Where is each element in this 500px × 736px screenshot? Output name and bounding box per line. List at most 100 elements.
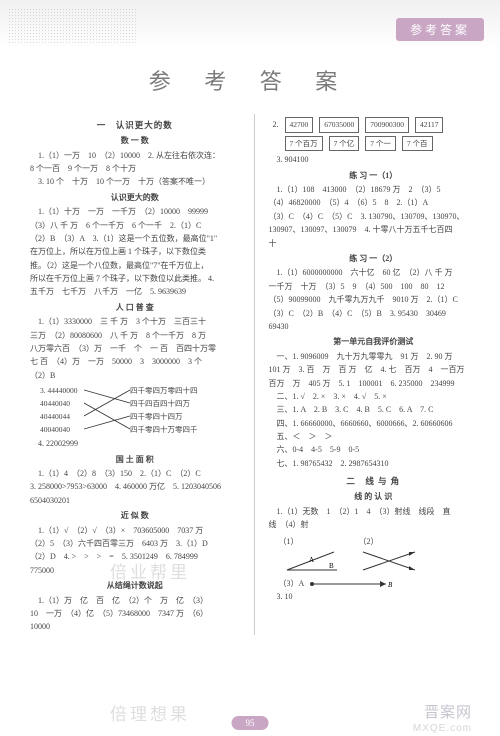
number-box: 7 个百: [402, 136, 433, 152]
header: 参考答案: [0, 0, 500, 48]
text: 10 一万 （4）亿 （5）73468000 7347 万 （6）: [30, 608, 240, 620]
text: （2）B: [30, 370, 240, 382]
text: 七 百 （4）万 一万 50000 3 3000000 3 个: [30, 356, 240, 368]
cross-icon: [359, 548, 419, 574]
sec-r1: 练 习 一（1）: [269, 170, 479, 182]
watermark: 倍理想果: [110, 700, 190, 725]
number-box: 42117: [415, 117, 443, 133]
number-box: 7 个一: [365, 136, 396, 152]
right-column: 2. 42700 67035000 700900300 42117 7 个百万 …: [269, 114, 479, 635]
text: （4）46820000 （5）4 （6）5 8 2.（1）A: [269, 197, 479, 209]
text: 1.（1）√ （2）√ （3）× 703605000 7037 万: [30, 525, 240, 537]
number-box: 7 个百万: [285, 136, 323, 152]
unit2-title: 二 线 与 角: [269, 475, 479, 488]
content-columns: 一 认识更大的数 数 一 数 1.（1）一万 10 （2）10000 2. 从左…: [0, 114, 500, 635]
text: 1.（1）无数 1 （2）1 4 （3）射线 线段 直: [269, 506, 479, 518]
text: 10000: [30, 621, 240, 633]
text: 所以在千万位上画 7 个珠子，以下数位以此类推。 4.: [30, 273, 240, 285]
match-right: 四千零四十四万: [130, 410, 198, 423]
figure-2: （2）: [359, 536, 419, 574]
text: （2）B （3）A 3.（1）这是一个五位数，最高位"1": [30, 233, 240, 245]
text: 3. 904100: [269, 154, 479, 166]
match-left: 40440044: [40, 410, 78, 423]
page-title: 参 考 答 案: [0, 64, 500, 96]
text: 四、1. 66660000、6660660、6000666、2. 6066060…: [269, 418, 479, 430]
match-left: 40040040: [40, 423, 78, 436]
text: 1.（1）一万 10 （2）10000 2. 从左往右依次连：: [30, 150, 240, 162]
sec-r3: 第一单元自我评价测试: [269, 336, 479, 348]
watermark-brand: 晋案网: [424, 701, 472, 722]
text: （3）八 千 万 6 个一千万 6 个一千 2.（1）C: [30, 220, 240, 232]
text: （3）C （2）B （4）C （5）B 3. 95430 30469: [269, 308, 479, 320]
text: 八万零六百 （3）万 一千 个 一 百 百四十万零: [30, 343, 240, 355]
sec-s5: 近 似 数: [30, 510, 240, 522]
watermark: 倍业帮里: [110, 558, 190, 583]
sec-s1: 数 一 数: [30, 135, 240, 147]
text: 一、1. 9096009 九十万九零零九 91 万 2. 90 万: [269, 351, 479, 363]
text: 五千万 七千万 八千万 一亿 5. 9639639: [30, 286, 240, 298]
figure-1: （1） A B: [279, 536, 339, 574]
number-box: 7 个亿: [329, 136, 360, 152]
text: 二、1. √ 2. × 3. × 4. √ 5. ×: [269, 391, 479, 403]
header-dots: [8, 8, 138, 44]
match-right: 四千四百四十四万: [130, 397, 198, 410]
sec-s4: 国 土 面 积: [30, 454, 240, 466]
text: 在万位上，所以在万位上画 1 个珠子，以下数位类: [30, 246, 240, 258]
text: 十: [269, 238, 479, 250]
text: 三万 （2）80080600 八 千 万 8 个一千万 8 万: [30, 330, 240, 342]
text: 3. 258000>7953>63000 4. 460000 万亿 5. 120…: [30, 481, 240, 493]
line-figures: （1） A B （2）: [279, 536, 479, 574]
sec-r4: 线 的 认 识: [269, 491, 479, 503]
column-divider: [254, 114, 255, 635]
text: 130907、130097、130079 4. 十零八十万五千七百四: [269, 224, 479, 236]
number-box: 700900300: [365, 117, 409, 133]
text: 五、＜ ＞ ＞: [269, 431, 479, 443]
text: 三、1. A 2. B 3. C 4. B 5. C 6. A 7. C: [269, 404, 479, 416]
text: 1.（1）6000000000 六十亿 60 亿 （2）八 千 万: [269, 267, 479, 279]
text: 一千万 十万 （3）5 9 （4）500 100 80 12: [269, 281, 479, 293]
text: 69430: [269, 321, 479, 333]
text: 1.（1）万 亿 百 亿 （2）个 万 亿 （3）: [30, 595, 240, 607]
text: 6504030201: [30, 495, 240, 507]
box-row-2: 7 个百万 7 个亿 7 个一 7 个百: [285, 136, 479, 152]
svg-text:B: B: [388, 581, 393, 589]
sec-r2: 练 习 一（2）: [269, 253, 479, 265]
header-badge: 参考答案: [396, 18, 484, 41]
text: （5）90099000 九千零九万九千 9010 万 2.（1）C: [269, 294, 479, 306]
match-left: 40440040: [40, 397, 78, 410]
text: 六、0-4 4-5 5-9 0-5: [269, 444, 479, 456]
match-right: 四千零四万零四十四: [130, 384, 198, 397]
text: （2）5 （3）六千四百零三万 6403 万 3.（1）D: [30, 538, 240, 550]
text: 推。（2）这是一个八位数，最高位"7"在千万位上，: [30, 260, 240, 272]
left-column: 一 认识更大的数 数 一 数 1.（1）一万 10 （2）10000 2. 从左…: [30, 114, 240, 635]
text: 3. 10: [269, 591, 479, 603]
text: 百万 万 405 万 5. 1 100001 6. 235000 234999: [269, 378, 479, 390]
text: 1.（1）3330000 三 千 万 3 个十万 三百三十: [30, 316, 240, 328]
svg-text:B: B: [329, 562, 334, 570]
segment-icon: B: [306, 578, 396, 590]
text: 4. 22002999: [30, 438, 240, 450]
text: 1.（1）十万 一万 一千万 （2）10000 99999: [30, 206, 240, 218]
svg-text:A: A: [309, 556, 314, 564]
number-box: 67035000: [319, 117, 359, 133]
text: 1.（1）108 413000 （2）18679 万 2 （3）5: [269, 184, 479, 196]
text: 3. 10 个 十万 10 个一万 十万（答案不唯一）: [30, 176, 240, 188]
fig-label: （2）: [359, 537, 379, 546]
sec-s3: 人 口 普 查: [30, 302, 240, 314]
text: 七、1. 98765432 2. 2987654310: [269, 458, 479, 470]
text: 8 个一百 9 个一万 8 个十万: [30, 163, 240, 175]
unit1-title: 一 认识更大的数: [30, 119, 240, 132]
text: （3）C （4）C （5）C 3. 130790、130709、130970、: [269, 211, 479, 223]
watermark-url: MXQE.com: [413, 723, 472, 734]
page-number: 95: [232, 716, 269, 730]
sec-s2: 认识更大的数: [30, 192, 240, 204]
text: 1.（1）4 （2）8 （3）150 2.（1）C （2）C: [30, 468, 240, 480]
text: 101 万 3. 百 万 百 万 亿 4. 七 百万 4 一百万: [269, 364, 479, 376]
box-row-1: 2. 42700 67035000 700900300 42117: [273, 117, 479, 133]
match-left: 3. 44440000: [40, 384, 78, 397]
number-box: 42700: [285, 117, 314, 133]
cross-lines-icon: [84, 384, 130, 436]
fig-label: （3）A: [279, 579, 304, 588]
angle-icon: A B: [279, 548, 339, 574]
match-right: 四千零四十万零四千: [130, 423, 198, 436]
